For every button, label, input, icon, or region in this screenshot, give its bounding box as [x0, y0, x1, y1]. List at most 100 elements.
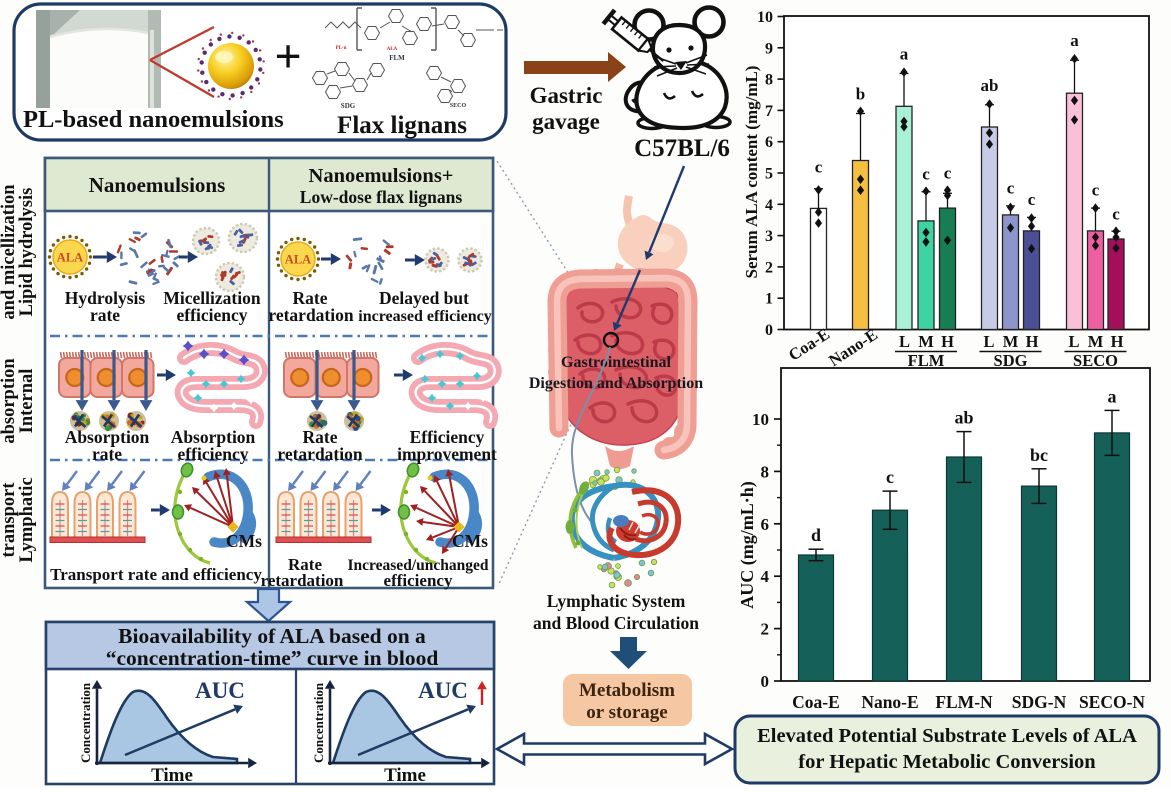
- svg-text:2: 2: [765, 259, 773, 276]
- svg-text:c: c: [922, 164, 930, 183]
- svg-text:Gastric: Gastric: [530, 83, 603, 108]
- svg-text:Internal: Internal: [17, 369, 37, 434]
- svg-text:H: H: [941, 332, 954, 351]
- svg-text:PL-based nanoemulsions: PL-based nanoemulsions: [23, 106, 284, 133]
- svg-text:bc: bc: [1030, 445, 1048, 465]
- svg-text:M: M: [1088, 332, 1104, 351]
- svg-text:c: c: [1028, 190, 1036, 209]
- svg-text:transport: transport: [0, 482, 19, 558]
- svg-text:Coa-E: Coa-E: [792, 692, 840, 712]
- svg-text:retardation: retardation: [277, 444, 362, 464]
- svg-text:efficiency: efficiency: [384, 571, 453, 590]
- svg-text:4: 4: [761, 567, 770, 586]
- svg-text:and Blood Circulation: and Blood Circulation: [533, 613, 699, 633]
- svg-text:c: c: [1007, 178, 1015, 197]
- svg-text:Rate: Rate: [293, 288, 328, 308]
- svg-text:Metabolism: Metabolism: [579, 680, 675, 701]
- svg-text:Rate: Rate: [303, 427, 338, 447]
- svg-text:a: a: [1108, 386, 1117, 406]
- svg-text:ab: ab: [981, 76, 999, 95]
- svg-text:Low-dose flax lignans: Low-dose flax lignans: [300, 187, 463, 207]
- svg-text:c: c: [886, 467, 894, 487]
- svg-text:for Hepatic Metabolic Conversi: for Hepatic Metabolic Conversion: [798, 751, 1096, 773]
- svg-text:Lipid hydrolysis: Lipid hydrolysis: [17, 188, 37, 317]
- svg-text:8: 8: [765, 72, 773, 89]
- svg-text:c: c: [944, 164, 952, 183]
- svg-text:Lymphatic: Lymphatic: [17, 477, 37, 562]
- svg-text:FLM-N: FLM-N: [935, 692, 993, 712]
- svg-text:H: H: [1111, 332, 1124, 351]
- svg-text:6: 6: [761, 515, 770, 534]
- svg-text:Rate: Rate: [288, 555, 322, 574]
- svg-text:SDG: SDG: [994, 351, 1028, 370]
- svg-text:efficiency: efficiency: [178, 444, 249, 464]
- svg-text:FLM: FLM: [908, 351, 945, 370]
- svg-text:AUC (mg/mL·h): AUC (mg/mL·h): [737, 481, 758, 609]
- svg-text:ALA: ALA: [57, 251, 83, 265]
- svg-text:Nanoemulsions+: Nanoemulsions+: [309, 165, 454, 187]
- svg-text:SDG: SDG: [341, 102, 356, 110]
- svg-text:Hydrolysis: Hydrolysis: [65, 288, 146, 308]
- svg-text:SECO: SECO: [450, 103, 467, 109]
- svg-text:4: 4: [765, 197, 773, 214]
- svg-text:SECO: SECO: [1073, 351, 1118, 370]
- svg-text:and micellization: and micellization: [0, 184, 19, 320]
- svg-text:Micellization: Micellization: [163, 288, 260, 308]
- svg-text:SDG-N: SDG-N: [1012, 692, 1067, 712]
- svg-text:2: 2: [761, 620, 770, 639]
- svg-text:Transport rate and efficiency: Transport rate and efficiency: [50, 565, 262, 584]
- svg-text:c: c: [1112, 204, 1120, 223]
- svg-text:d: d: [811, 525, 821, 545]
- svg-text:+: +: [274, 30, 301, 83]
- svg-text:retardation: retardation: [261, 571, 344, 590]
- svg-text:ALA: ALA: [285, 253, 311, 267]
- svg-text:rate: rate: [92, 444, 122, 464]
- svg-text:5: 5: [765, 166, 773, 183]
- svg-text:M: M: [918, 332, 934, 351]
- svg-text:Concentration: Concentration: [311, 682, 326, 763]
- svg-text:0: 0: [761, 672, 770, 691]
- svg-text:retardation: retardation: [268, 305, 353, 325]
- svg-text:Digestion and Absorption: Digestion and Absorption: [529, 375, 703, 392]
- svg-text:Serum ALA content (mg/mL): Serum ALA content (mg/mL): [742, 66, 761, 279]
- svg-text:FLM: FLM: [389, 54, 405, 62]
- svg-text:or storage: or storage: [586, 702, 667, 723]
- svg-text:9: 9: [765, 40, 773, 57]
- svg-text:ALA: ALA: [387, 47, 398, 52]
- svg-text:L: L: [899, 332, 910, 351]
- svg-text:Delayed but: Delayed but: [379, 288, 469, 308]
- svg-text:ab: ab: [954, 408, 973, 428]
- svg-text:efficiency: efficiency: [177, 305, 248, 325]
- svg-text:Increased/unchanged: Increased/unchanged: [348, 557, 489, 574]
- svg-text:Concentration: Concentration: [78, 682, 93, 763]
- svg-text:Time: Time: [384, 765, 426, 786]
- svg-text:Flax lignans: Flax lignans: [337, 112, 467, 139]
- svg-text:a: a: [900, 45, 909, 64]
- svg-text:a: a: [1070, 31, 1079, 50]
- svg-text:8: 8: [761, 462, 770, 481]
- svg-text:Nanoemulsions: Nanoemulsions: [89, 173, 226, 197]
- svg-text:Time: Time: [151, 765, 193, 786]
- svg-text:10: 10: [752, 410, 769, 429]
- svg-text:10: 10: [757, 9, 773, 26]
- svg-text:c: c: [1092, 181, 1100, 200]
- svg-text:increased efficiency: increased efficiency: [358, 308, 491, 325]
- svg-text:CMs: CMs: [452, 531, 488, 551]
- svg-text:Elevated Potential Substrate L: Elevated Potential Substrate Levels of A…: [757, 725, 1137, 747]
- svg-text:L: L: [983, 332, 994, 351]
- svg-text:AUC: AUC: [195, 678, 245, 703]
- svg-text:Absorption: Absorption: [65, 427, 150, 447]
- svg-text:7: 7: [765, 103, 773, 120]
- svg-text:gavage: gavage: [532, 109, 600, 134]
- svg-text:b: b: [856, 84, 865, 103]
- svg-text:improvement: improvement: [397, 444, 497, 464]
- svg-text:Gastrointestinal: Gastrointestinal: [561, 354, 671, 371]
- svg-text:absorption: absorption: [0, 358, 19, 444]
- svg-text:Absorption: Absorption: [171, 427, 256, 447]
- svg-text:Efficiency: Efficiency: [410, 427, 485, 447]
- svg-text:“concentration-time” curve in: “concentration-time” curve in blood: [106, 646, 439, 670]
- svg-text:AUC: AUC: [418, 678, 468, 703]
- svg-text:Bioavailability of ALA based o: Bioavailability of ALA based on a: [118, 624, 426, 648]
- svg-text:0: 0: [765, 322, 773, 339]
- svg-text:C57BL/6: C57BL/6: [634, 135, 730, 162]
